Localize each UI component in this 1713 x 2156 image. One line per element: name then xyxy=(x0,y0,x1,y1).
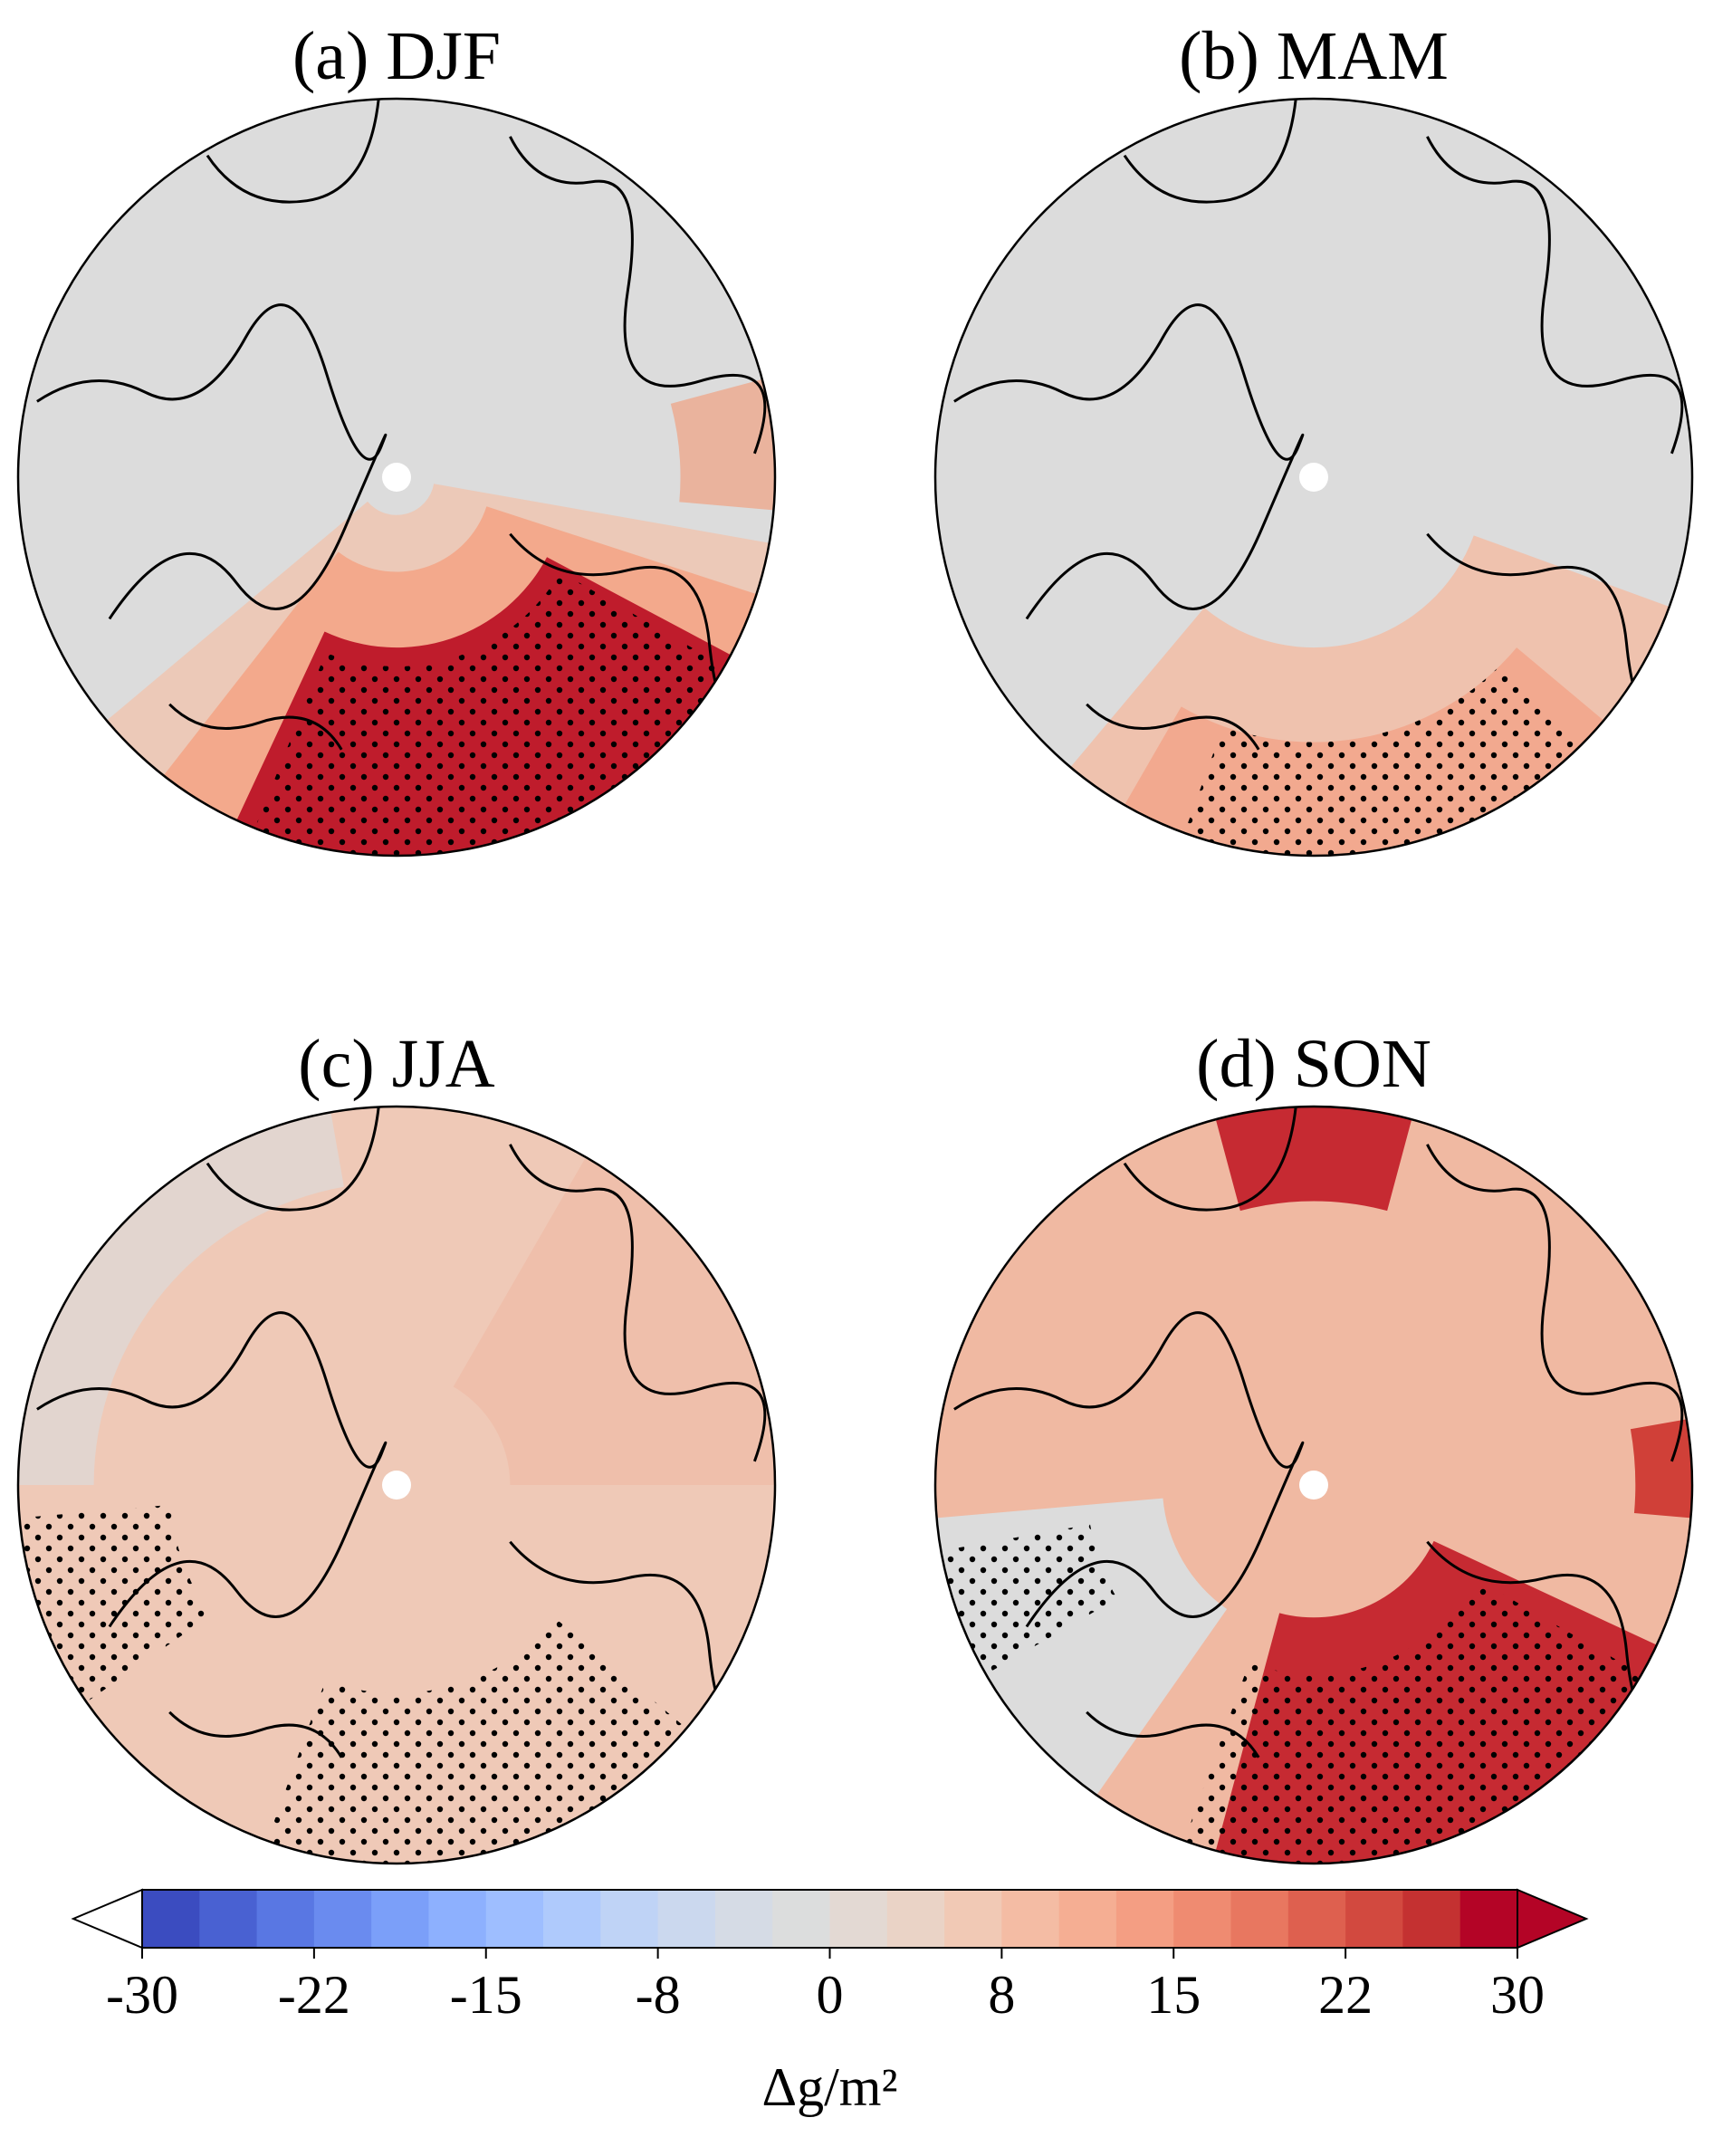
colorbar-tick-label: 30 xyxy=(1490,1965,1545,2025)
colorbar-segment xyxy=(256,1890,315,1948)
colorbar-tick-label: -30 xyxy=(106,1965,178,2025)
map-panel: (b) MAM xyxy=(933,18,1694,858)
colorbar-segment xyxy=(1402,1890,1461,1948)
colorbar-segment xyxy=(1230,1890,1289,1948)
coastline xyxy=(36,99,767,751)
colorbar-segment xyxy=(944,1890,1002,1948)
colorbar-segment xyxy=(772,1890,830,1948)
colorbar-extend-over xyxy=(1517,1888,1589,1950)
colorbar-segment xyxy=(543,1890,601,1948)
colorbar-segment xyxy=(714,1890,773,1948)
coastline xyxy=(36,1107,767,1758)
colorbar-tick-label: 22 xyxy=(1318,1965,1373,2025)
map-field xyxy=(18,99,775,856)
map-panel: (c) JJA xyxy=(16,1026,777,1865)
colorbar-segment xyxy=(199,1890,258,1948)
field-region xyxy=(1630,1419,1692,1519)
colorbar-segment xyxy=(886,1890,945,1948)
stippling xyxy=(1184,664,1582,856)
panel-title: (b) MAM xyxy=(1179,18,1449,94)
field-region xyxy=(670,378,775,511)
coastline xyxy=(953,1107,1684,1758)
colorbar-segment xyxy=(829,1890,888,1948)
panel-title: (d) SON xyxy=(1196,1026,1431,1102)
colorbar-tick-label: 15 xyxy=(1146,1965,1201,2025)
colorbar-segment xyxy=(1173,1890,1232,1948)
colorbar-segment xyxy=(600,1890,659,1948)
colorbar-segment xyxy=(1115,1890,1174,1948)
panel-title: (c) JJA xyxy=(298,1026,495,1102)
colorbar-segment xyxy=(485,1890,544,1948)
map-border xyxy=(16,97,777,858)
colorbar-tick-label: -15 xyxy=(450,1965,522,2025)
map-panel: (d) SON xyxy=(933,1026,1694,1865)
pole-hole xyxy=(1299,1471,1328,1500)
stippling xyxy=(19,1504,211,1702)
field-region xyxy=(453,1157,775,1485)
colorbar-tick-label: 8 xyxy=(988,1965,1015,2025)
colorbar-segment xyxy=(657,1890,716,1948)
field-region xyxy=(1215,1107,1412,1212)
pole-hole xyxy=(382,463,411,492)
map-border xyxy=(933,1105,1694,1865)
coastline xyxy=(953,99,1684,751)
colorbar-segment xyxy=(371,1890,429,1948)
colorbar-segment xyxy=(1058,1890,1117,1948)
colorbar-tick-label: -22 xyxy=(278,1965,350,2025)
stippling xyxy=(254,571,724,856)
pole-hole xyxy=(382,1471,411,1500)
stippling xyxy=(941,1524,1117,1674)
colorbar-tick-label: -8 xyxy=(636,1965,681,2025)
colorbar-segment xyxy=(428,1890,487,1948)
colorbar-tick-label: 0 xyxy=(817,1965,844,2025)
map-border xyxy=(933,97,1694,858)
map-border xyxy=(16,1105,777,1865)
colorbar-segment xyxy=(313,1890,372,1948)
colorbar-segment xyxy=(1001,1890,1060,1948)
colorbar-extend-under xyxy=(71,1888,143,1950)
pole-hole xyxy=(1299,463,1328,492)
colorbar-segment xyxy=(1345,1890,1403,1948)
colorbar-segment xyxy=(1287,1890,1346,1948)
stippling xyxy=(1184,1579,1641,1864)
colorbar-segment xyxy=(142,1890,200,1948)
colorbar-segment xyxy=(1459,1890,1518,1948)
colorbar-label: Δg/m² xyxy=(762,2057,898,2117)
stippling xyxy=(267,1618,687,1864)
map-panel: (a) DJF xyxy=(16,18,777,858)
panel-title: (a) DJF xyxy=(292,18,501,94)
